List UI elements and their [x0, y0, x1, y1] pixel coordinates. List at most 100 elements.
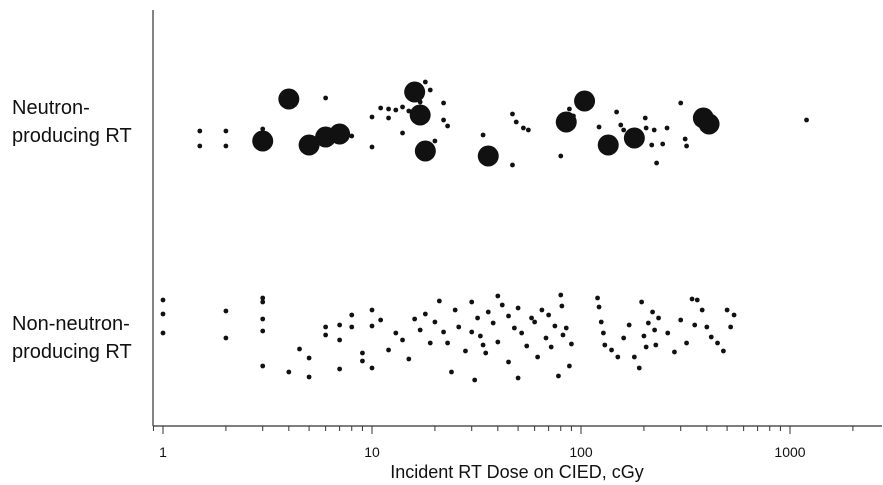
data-point-non-neutron-small: [400, 337, 405, 343]
data-point-non-neutron-small: [427, 340, 433, 346]
x-ticks: 1 10 100 1000: [152, 426, 854, 460]
data-point-non-neutron-small: [223, 308, 229, 314]
data-point-non-neutron-small: [349, 312, 355, 318]
data-point-neutron-small: [427, 87, 433, 93]
data-point-non-neutron-small: [506, 359, 511, 365]
data-point-non-neutron-small: [469, 329, 475, 335]
data-point-neutron-small: [197, 128, 203, 134]
data-point-neutron-small: [480, 132, 486, 138]
data-point-non-neutron-small: [543, 335, 549, 341]
data-point-non-neutron-small: [704, 324, 710, 330]
data-point-non-neutron-small: [728, 324, 734, 330]
data-point-neutron-small: [525, 127, 531, 133]
data-point-non-neutron-small: [672, 349, 677, 355]
data-point-non-neutron-small: [595, 295, 600, 301]
data-point-non-neutron-small: [641, 333, 647, 339]
data-point-non-neutron-small: [160, 330, 166, 336]
data-point-neutron-small: [643, 125, 649, 131]
data-point-non-neutron-small: [539, 307, 545, 313]
data-point-non-neutron-small: [349, 324, 355, 330]
data-point-non-neutron-small: [337, 322, 343, 328]
data-point-non-neutron-small: [694, 297, 700, 303]
category-label-line: producing RT: [12, 125, 132, 147]
data-point-non-neutron-small: [475, 315, 480, 321]
data-point-neutron-small: [654, 160, 660, 166]
data-point-neutron-small: [804, 117, 809, 123]
data-point-non-neutron-small: [422, 311, 428, 317]
data-point-non-neutron-small: [297, 346, 302, 352]
data-point-non-neutron-small: [260, 295, 266, 301]
axes: [152, 10, 882, 427]
data-point-non-neutron-small: [323, 332, 329, 338]
data-point-non-neutron-small: [552, 323, 558, 329]
data-point-non-neutron-small: [532, 319, 538, 325]
x-tick-label: 10: [364, 444, 380, 460]
x-tick-label: 1000: [774, 444, 805, 460]
data-point-non-neutron-small: [436, 298, 442, 304]
data-point-non-neutron-small: [699, 307, 705, 313]
data-point-non-neutron-small: [720, 348, 726, 354]
data-point-non-neutron-small: [692, 322, 698, 328]
data-point-neutron-small: [614, 109, 619, 115]
data-point-neutron-large: [414, 140, 436, 162]
data-point-neutron-large: [298, 134, 320, 156]
data-point-non-neutron-small: [515, 305, 521, 311]
data-point-neutron-small: [510, 162, 515, 168]
data-point-non-neutron-small: [485, 309, 491, 315]
data-point-non-neutron-small: [650, 309, 655, 315]
data-point-neutron-small: [566, 106, 572, 112]
data-point-neutron-large: [278, 88, 300, 110]
data-point-non-neutron-small: [563, 325, 569, 331]
data-point-neutron-small: [621, 127, 627, 133]
data-point-non-neutron-small: [631, 354, 637, 360]
data-point-neutron-large: [404, 81, 426, 103]
category-label-line: Neutron-: [12, 97, 90, 119]
data-point-non-neutron-small: [598, 319, 604, 325]
data-point-non-neutron-small: [645, 320, 651, 326]
data-point-neutron-small: [432, 138, 438, 144]
data-point-neutron-small: [393, 107, 399, 113]
data-point-neutron-small: [406, 108, 412, 114]
data-point-non-neutron-small: [469, 299, 475, 305]
data-point-neutron-large: [252, 130, 274, 152]
data-point-non-neutron-small: [724, 307, 730, 313]
data-point-non-neutron-small: [463, 348, 468, 354]
data-point-non-neutron-small: [490, 320, 496, 326]
data-point-non-neutron-small: [480, 342, 486, 348]
data-point-neutron-small: [664, 125, 670, 131]
data-point-non-neutron-small: [323, 324, 329, 330]
data-point-neutron-small: [417, 99, 423, 105]
data-point-neutron-small: [223, 128, 229, 134]
data-point-non-neutron-small: [689, 296, 695, 302]
data-point-non-neutron-small: [609, 347, 614, 353]
data-point-non-neutron-small: [639, 299, 645, 305]
data-point-neutron-small: [649, 142, 655, 148]
data-point-non-neutron-small: [548, 344, 554, 350]
data-point-neutron-large: [574, 90, 596, 112]
data-point-non-neutron-small: [601, 330, 606, 336]
data-point-neutron-small: [441, 100, 446, 106]
data-point-neutron-small: [510, 111, 515, 117]
category-label-line: Non-neutron-: [12, 313, 130, 335]
data-point-non-neutron-small: [369, 307, 375, 313]
data-point-neutron-large: [409, 104, 431, 126]
data-point-non-neutron-small: [556, 373, 561, 379]
data-point-non-neutron-small: [432, 319, 438, 325]
data-point-non-neutron-small: [306, 374, 312, 380]
data-points: [160, 79, 809, 383]
data-point-neutron-large: [698, 113, 720, 135]
data-point-non-neutron-small: [386, 347, 391, 353]
data-point-non-neutron-small: [499, 302, 505, 308]
data-point-non-neutron-small: [715, 340, 720, 346]
data-point-non-neutron-small: [472, 377, 478, 383]
data-point-non-neutron-small: [360, 350, 365, 356]
data-point-neutron-small: [642, 115, 648, 121]
data-point-non-neutron-small: [160, 297, 166, 303]
data-point-neutron-small: [682, 136, 688, 142]
data-point-non-neutron-small: [412, 316, 418, 322]
data-point-non-neutron-small: [441, 329, 446, 335]
data-point-neutron-small: [223, 143, 229, 149]
data-point-non-neutron-small: [643, 344, 649, 350]
data-point-neutron-small: [678, 100, 684, 106]
